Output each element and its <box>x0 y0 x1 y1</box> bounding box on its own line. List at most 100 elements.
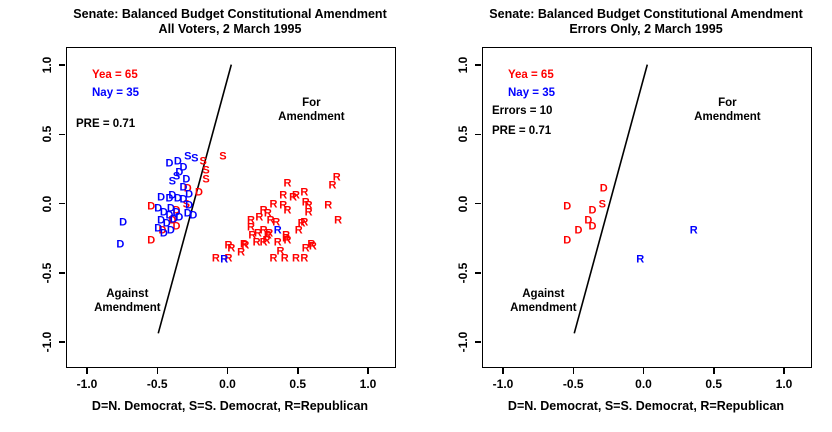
y-tick-label: 1.0 <box>456 56 470 74</box>
x-tick-label: 1.0 <box>775 377 793 391</box>
x-tick-label: -1.0 <box>492 377 514 391</box>
data-point-R: R <box>252 236 261 249</box>
data-point-R: R <box>224 252 233 264</box>
x-axis-tick <box>226 368 229 374</box>
data-point-D: D <box>584 214 593 227</box>
stat-pre: PRE = 0.71 <box>492 125 552 137</box>
data-point-S: S <box>191 152 199 165</box>
data-point-R: R <box>332 171 341 184</box>
data-point-D: D <box>157 214 166 227</box>
y-tick-label: -0.5 <box>456 262 470 284</box>
y-axis-tick <box>475 202 481 205</box>
data-point-S: S <box>202 164 210 177</box>
x-axis-caption: D=N. Democrat, S=S. Democrat, R=Republic… <box>507 399 785 413</box>
chart-title-block: Senate: Balanced Budget Constitutional A… <box>489 7 802 37</box>
data-point-R: R <box>307 238 316 251</box>
data-point-R: R <box>304 199 313 212</box>
y-tick-label: 0.5 <box>456 125 470 143</box>
data-point-D: D <box>166 224 175 237</box>
data-point-R: R <box>294 224 303 237</box>
data-point-D: D <box>172 206 181 219</box>
data-point-D: D <box>563 234 572 246</box>
data-point-D: D <box>154 222 163 235</box>
data-point-D: D <box>599 182 608 195</box>
data-point-D: D <box>168 214 177 227</box>
data-point-R: R <box>689 224 698 237</box>
data-point-D: D <box>154 202 163 215</box>
plot-canvas: For Amendment Against Amendment D D D D D D D D S S… <box>67 48 395 367</box>
y-axis-tick <box>475 133 481 135</box>
data-point-R: R <box>259 236 268 249</box>
data-point-D: D <box>179 181 188 194</box>
data-point-R: R <box>211 252 220 264</box>
data-point-R: R <box>269 198 278 210</box>
data-point-D: D <box>168 189 177 202</box>
y-tick-label: -0.5 <box>40 262 54 284</box>
data-point-R: R <box>239 238 248 251</box>
region-label-against: Against Amendment <box>94 288 161 315</box>
chart-title: Senate: Balanced Budget Constitutional A… <box>489 7 803 21</box>
y-tick-label: 0.0 <box>456 195 470 212</box>
data-point-R: R <box>224 239 233 252</box>
data-point-S: S <box>172 170 181 183</box>
data-point-D: D <box>185 188 194 201</box>
x-tick-label: -0.5 <box>146 377 168 391</box>
data-point-D: D <box>172 204 181 217</box>
data-point-D: D <box>159 227 168 240</box>
data-point-D: D <box>162 217 171 230</box>
data-point-R: R <box>304 206 313 219</box>
data-point-D: D <box>574 224 583 237</box>
y-axis-tick <box>59 272 65 274</box>
data-point-R: R <box>282 229 291 242</box>
stat-nay: Nay = 35 <box>508 87 555 99</box>
chart-title: Senate: Balanced Budget Constitutional A… <box>73 7 387 21</box>
data-point-D: D <box>175 166 184 179</box>
data-point-R: R <box>237 246 246 259</box>
data-point-D: D <box>165 209 174 222</box>
data-point-R: R <box>272 216 281 228</box>
data-point-D: D <box>182 173 191 186</box>
x-axis-tick <box>572 368 574 374</box>
y-tick-label: -1.0 <box>40 331 54 353</box>
data-point-R: R <box>283 177 292 190</box>
data-point-D: D <box>195 186 203 199</box>
cutting-line <box>157 64 233 334</box>
data-point-R: R <box>308 240 317 253</box>
x-axis-tick <box>156 368 158 374</box>
data-point-R: R <box>246 221 255 234</box>
x-tick-label: 0.5 <box>289 377 307 391</box>
vote-stats: Yea = 65 Nay = 35 Errors = 10 PRE = 0.71 <box>492 66 555 140</box>
y-axis-tick <box>59 64 65 66</box>
y-axis-tick <box>59 202 65 205</box>
data-point-R: R <box>328 179 337 192</box>
plot-canvas: For Amendment Against Amendment D S D D D D D D R R <box>483 48 811 367</box>
data-point-S: S <box>184 150 192 163</box>
x-axis-tick <box>713 368 715 374</box>
cutting-line <box>573 64 649 334</box>
data-point-R: R <box>300 186 309 199</box>
x-axis-tick <box>502 368 504 374</box>
stat-yea: Yea = 65 <box>92 69 138 81</box>
data-point-D: D <box>185 199 194 212</box>
data-point-R: R <box>259 224 268 237</box>
x-tick-label: 0.5 <box>705 377 723 391</box>
data-point-R: R <box>289 191 298 204</box>
stat-errors: Errors = 10 <box>492 105 553 117</box>
data-point-R: R <box>259 204 268 217</box>
data-point-R: R <box>263 229 272 242</box>
data-point-R: R <box>241 239 250 252</box>
data-point-R: R <box>324 199 333 212</box>
x-tick-label: 1.0 <box>359 377 377 391</box>
data-point-S: S <box>182 198 191 210</box>
chart-subtitle: Errors Only, 2 March 1995 <box>569 22 723 36</box>
data-point-D: D <box>189 209 198 222</box>
y-axis-tick <box>475 272 481 274</box>
data-point-D: D <box>166 202 175 215</box>
data-point-D: D <box>147 234 156 246</box>
data-point-D: D <box>158 224 167 237</box>
data-point-S: S <box>598 198 607 210</box>
data-point-R: R <box>263 207 272 220</box>
data-point-R: R <box>301 196 310 209</box>
y-axis-tick <box>59 341 65 343</box>
y-tick-label: 0.5 <box>40 125 54 143</box>
